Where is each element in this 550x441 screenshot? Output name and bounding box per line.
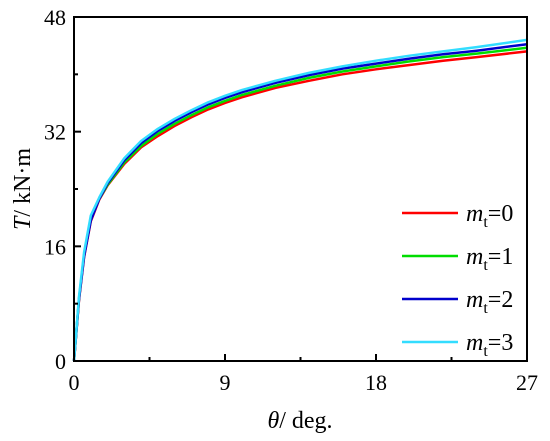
y-tick-label-0: 0	[55, 349, 66, 374]
series-line-2	[72, 42, 528, 362]
x-tick-label-2: 18	[365, 370, 387, 395]
x-axis-unit: / deg.	[279, 408, 332, 434]
x-tick-label-1: 9	[220, 370, 231, 395]
series-line-0	[72, 50, 528, 362]
legend: mt=0 mt=1 mt=2 mt=3	[402, 201, 513, 360]
series-line-1	[72, 46, 528, 362]
tick-labels: 0 9 18 27 0 16 32 48	[44, 5, 538, 395]
legend-label-3: mt=3	[466, 330, 513, 360]
legend-label-0: mt=0	[466, 201, 513, 231]
y-axis-unit: / kN·m	[10, 148, 36, 217]
y-tick-label-1: 16	[44, 234, 66, 259]
y-axis-symbol: T	[10, 215, 36, 230]
x-axis-symbol: θ	[267, 408, 279, 434]
legend-label-2: mt=2	[466, 287, 513, 317]
axis-ticks	[73, 16, 528, 362]
plot-frame	[73, 16, 528, 362]
x-axis-label: θ/ deg.	[267, 408, 332, 434]
y-tick-label-3: 48	[44, 5, 66, 30]
series-line-3	[72, 38, 528, 362]
x-tick-label-0: 0	[69, 370, 80, 395]
plot-lines	[72, 38, 528, 362]
x-tick-label-3: 27	[516, 370, 538, 395]
y-tick-label-2: 32	[44, 120, 66, 145]
y-axis-label: T/ kN·m	[10, 148, 36, 230]
legend-label-1: mt=1	[466, 244, 513, 274]
